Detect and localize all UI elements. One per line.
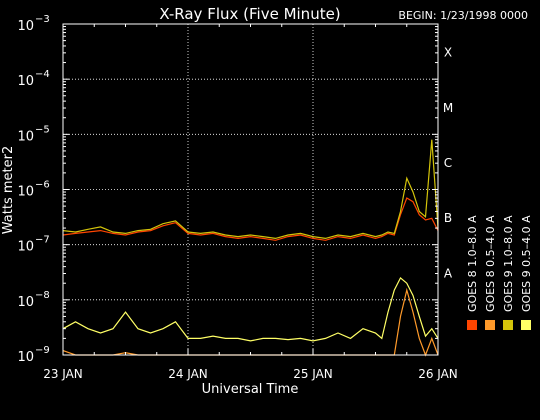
flare-class-label: C [444, 156, 452, 170]
x-axis-ticks: 23 JAN 24 JAN 25 JAN 26 JAN [43, 24, 458, 381]
legend: GOES 8 1.0–8.0 A GOES 8 0.5–4.0 A GOES 9 1… [466, 215, 533, 330]
y-axis-label: Watts meter2 [1, 146, 16, 234]
y-tick-label-exponent: −6 [35, 180, 50, 191]
y-axis-ticks: 10−910−810−710−610−510−410−3 [17, 14, 438, 365]
legend-label: GOES 9 1.0–8.0 A [502, 215, 515, 312]
x-tick-label: 24 JAN [168, 367, 208, 381]
y-tick-label-base: 10 [17, 129, 34, 144]
flare-class-label: M [443, 101, 453, 115]
legend-label: GOES 8 1.0–8.0 A [466, 215, 479, 312]
x-tick-label: 25 JAN [293, 367, 333, 381]
chart-title: X-Ray Flux (Five Minute) [159, 5, 340, 23]
y-tick-label-exponent: −9 [35, 345, 50, 356]
legend-swatch [467, 320, 477, 330]
flare-class-labels: A B C M X [443, 46, 453, 281]
legend-label: GOES 8 0.5–4.0 A [484, 215, 497, 312]
y-tick-label-base: 10 [17, 19, 34, 34]
y-tick-label-base: 10 [17, 185, 34, 200]
flare-class-label: A [444, 266, 453, 280]
y-tick-label-exponent: −8 [35, 290, 50, 301]
x-tick-label: 23 JAN [43, 367, 83, 381]
flux-series-line [62, 197, 439, 241]
legend-label: GOES 9 0.5–4.0 A [520, 215, 533, 312]
flare-class-label: B [444, 211, 452, 225]
legend-swatch [521, 320, 531, 330]
grid-lines [63, 24, 438, 355]
y-tick-label-exponent: −3 [35, 14, 50, 25]
y-tick-label-exponent: −4 [35, 69, 50, 80]
flux-series-line [62, 276, 439, 342]
y-tick-label-exponent: −5 [35, 124, 50, 135]
y-tick-label-base: 10 [17, 350, 34, 365]
legend-swatch [503, 320, 513, 330]
legend-swatch [485, 320, 495, 330]
y-tick-label-exponent: −7 [35, 235, 50, 246]
y-tick-label-base: 10 [17, 240, 34, 255]
flux-series-line [62, 139, 439, 240]
y-tick-label-base: 10 [17, 295, 34, 310]
x-tick-label: 26 JAN [418, 367, 458, 381]
begin-date-label: BEGIN: 1/23/1998 0000 [398, 9, 528, 22]
flare-class-label: X [444, 46, 452, 60]
y-tick-label-base: 10 [17, 74, 34, 89]
x-axis-label: Universal Time [202, 382, 299, 397]
